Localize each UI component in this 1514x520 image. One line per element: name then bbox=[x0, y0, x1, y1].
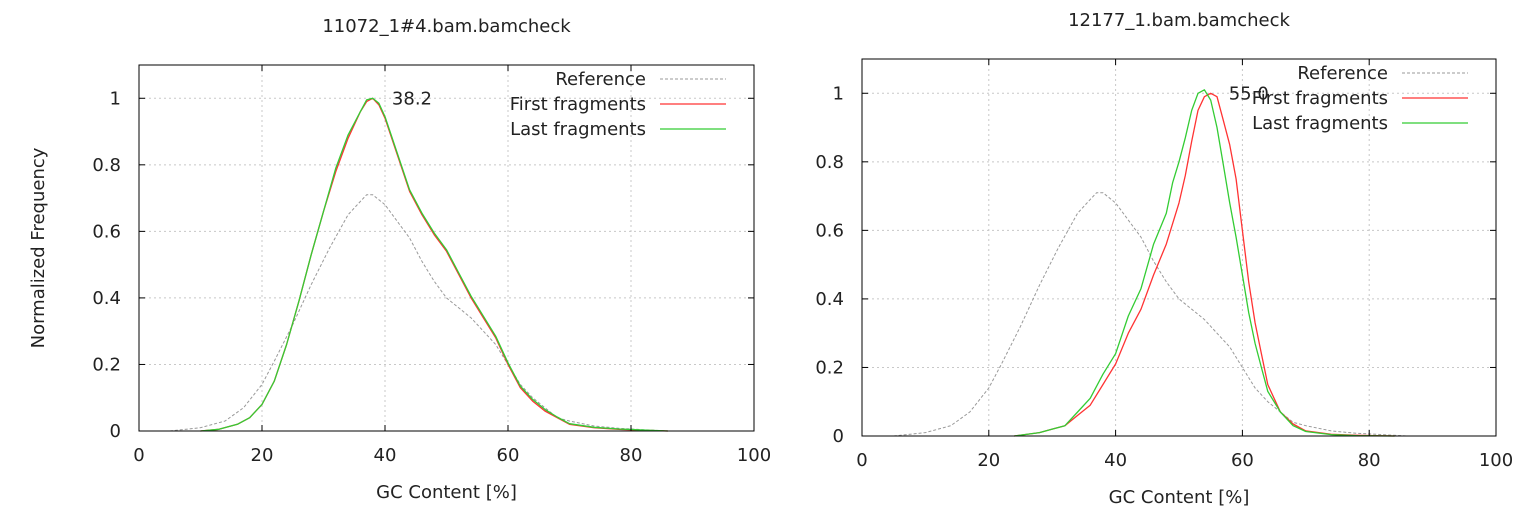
x-tick-label: 100 bbox=[1479, 450, 1513, 471]
plot-frame bbox=[861, 58, 1497, 437]
legend-label: Reference bbox=[1297, 63, 1388, 84]
x-tick-label: 0 bbox=[133, 445, 144, 466]
y-tick-label: 0.6 bbox=[815, 220, 844, 241]
y-tick-label: 0 bbox=[110, 421, 121, 442]
x-tick-label: 0 bbox=[856, 450, 867, 471]
chart-title: 12177_1.bam.bamcheck bbox=[1068, 10, 1290, 31]
x-axis-label: GC Content [%] bbox=[1109, 487, 1250, 508]
series-line-last-fragments bbox=[1014, 89, 1395, 437]
peak-annotation: 38.2 bbox=[392, 88, 432, 109]
x-tick-label: 80 bbox=[620, 445, 643, 466]
y-tick-label: 0.4 bbox=[815, 289, 844, 310]
x-tick-label: 40 bbox=[374, 445, 397, 466]
x-tick-label: 80 bbox=[1358, 450, 1381, 471]
y-tick-label: 0.2 bbox=[92, 354, 121, 375]
x-tick-label: 20 bbox=[977, 450, 1000, 471]
x-tick-label: 100 bbox=[737, 445, 771, 466]
series-line-first-fragments bbox=[200, 97, 668, 432]
x-tick-label: 60 bbox=[1231, 450, 1254, 471]
chart-gc-content-12177: 12177_1.bam.bamcheck 0 20 40 60 80 100 0 0.2 0.4 0… bbox=[815, 10, 1513, 508]
y-axis-label: Normalized Frequency bbox=[28, 147, 49, 348]
y-tick-label: 1 bbox=[833, 83, 844, 104]
y-tick-label: 0.8 bbox=[92, 155, 121, 176]
x-tick-label: 20 bbox=[251, 445, 274, 466]
legend-label: Last fragments bbox=[1252, 113, 1388, 134]
chart-gc-content-11072: 11072_1#4.bam.bamcheck 0 20 40 60 80 100 0 0.2 0.… bbox=[28, 16, 771, 503]
y-tick-label: 1 bbox=[110, 88, 121, 109]
chart-title: 11072_1#4.bam.bamcheck bbox=[322, 16, 571, 37]
plot-frame bbox=[138, 64, 755, 432]
x-tick-label: 60 bbox=[497, 445, 520, 466]
legend-label: Last fragments bbox=[510, 119, 646, 140]
series-line-reference bbox=[893, 192, 1408, 437]
legend-label: First fragments bbox=[510, 94, 646, 115]
legend-label: First fragments bbox=[1252, 88, 1388, 109]
x-tick-label: 40 bbox=[1104, 450, 1127, 471]
x-axis-label: GC Content [%] bbox=[376, 482, 517, 503]
series-line-reference bbox=[169, 194, 668, 432]
legend-label: Reference bbox=[555, 69, 646, 90]
y-tick-label: 0.4 bbox=[92, 288, 121, 309]
y-tick-label: 0 bbox=[833, 426, 844, 447]
y-tick-label: 0.6 bbox=[92, 221, 121, 242]
peak-annotation: 55.0 bbox=[1229, 83, 1269, 104]
y-tick-label: 0.8 bbox=[815, 152, 844, 173]
y-tick-label: 0.2 bbox=[815, 357, 844, 378]
series-line-last-fragments bbox=[200, 97, 668, 432]
series-line-first-fragments bbox=[1014, 92, 1395, 437]
